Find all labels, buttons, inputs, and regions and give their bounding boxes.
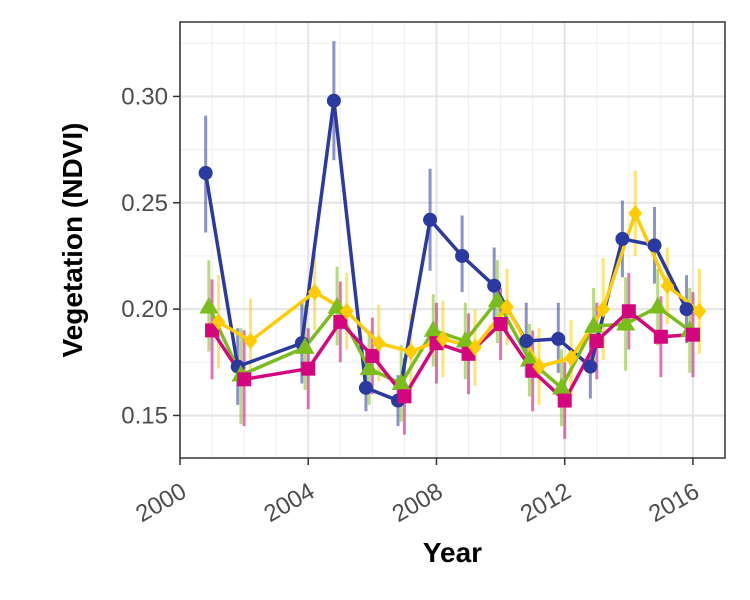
- data-point-circle: [326, 93, 341, 108]
- data-point-diamond: [339, 302, 354, 320]
- x-tick-label: 2000: [131, 478, 191, 528]
- data-point-diamond: [211, 313, 226, 331]
- x-tick-label: 2016: [644, 478, 704, 528]
- data-point-diamond: [564, 349, 578, 367]
- data-point-triangle: [359, 358, 379, 376]
- data-point-square: [237, 372, 252, 387]
- data-point-circle: [198, 166, 213, 181]
- data-point-triangle: [552, 377, 571, 395]
- data-point-diamond: [660, 277, 675, 295]
- data-point-diamond: [596, 300, 610, 318]
- data-point-square: [685, 327, 700, 342]
- data-point-circle: [647, 238, 662, 253]
- data-point-square: [301, 361, 316, 376]
- x-tick-label: 2004: [259, 478, 319, 528]
- data-point-square: [557, 393, 572, 408]
- data-point-triangle: [487, 290, 507, 308]
- grid-layer: [178, 22, 726, 458]
- data-point-triangle: [584, 316, 604, 333]
- x-tick-label: 2012: [516, 478, 576, 528]
- data-point-diamond: [500, 298, 514, 316]
- data-point-triangle: [423, 320, 443, 337]
- data-point-triangle: [519, 350, 539, 367]
- data-point-square: [205, 323, 220, 338]
- plot-panel-border: [179, 21, 726, 459]
- data-point-diamond: [532, 358, 546, 376]
- y-tick-label: 0.25: [121, 190, 168, 217]
- data-point-diamond: [307, 283, 322, 301]
- data-point-diamond: [692, 302, 707, 320]
- data-point-triangle: [648, 296, 668, 314]
- x-axis-title: Year: [423, 537, 482, 568]
- x-tick-label: 2008: [388, 478, 448, 528]
- data-point-diamond: [628, 204, 643, 222]
- data-point-circle: [358, 380, 373, 395]
- data-point-circle: [679, 302, 694, 317]
- data-point-diamond: [468, 338, 482, 356]
- y-tick-label: 0.15: [121, 402, 168, 429]
- data-point-triangle: [295, 337, 315, 354]
- data-point-circle: [487, 278, 502, 293]
- data-point-triangle: [455, 331, 475, 348]
- data-point-square: [397, 389, 412, 404]
- data-point-square: [333, 314, 348, 329]
- series-line: [203, 98, 689, 403]
- y-tick-label: 0.20: [121, 296, 168, 323]
- data-point-triangle: [199, 296, 219, 314]
- data-point-circle: [519, 334, 534, 349]
- data-point-square: [653, 329, 668, 344]
- data-point-square: [365, 348, 380, 363]
- data-point-square: [621, 304, 636, 319]
- data-point-triangle: [391, 373, 411, 391]
- data-point-circle: [615, 231, 630, 246]
- y-tick-label: 0.30: [121, 83, 168, 110]
- y-axis-title: Vegetation (NDVI): [57, 123, 88, 358]
- data-point-square: [493, 317, 508, 332]
- data-point-circle: [583, 359, 598, 374]
- data-point-triangle: [616, 314, 636, 331]
- data-point-diamond: [436, 330, 450, 348]
- data-point-circle: [455, 248, 470, 263]
- data-point-square: [589, 334, 604, 349]
- data-point-diamond: [404, 343, 418, 361]
- data-point-diamond: [371, 334, 386, 352]
- data-point-diamond: [243, 332, 258, 350]
- marker-layer: [198, 93, 707, 408]
- data-point-circle: [423, 212, 438, 227]
- data-point-circle: [551, 331, 566, 346]
